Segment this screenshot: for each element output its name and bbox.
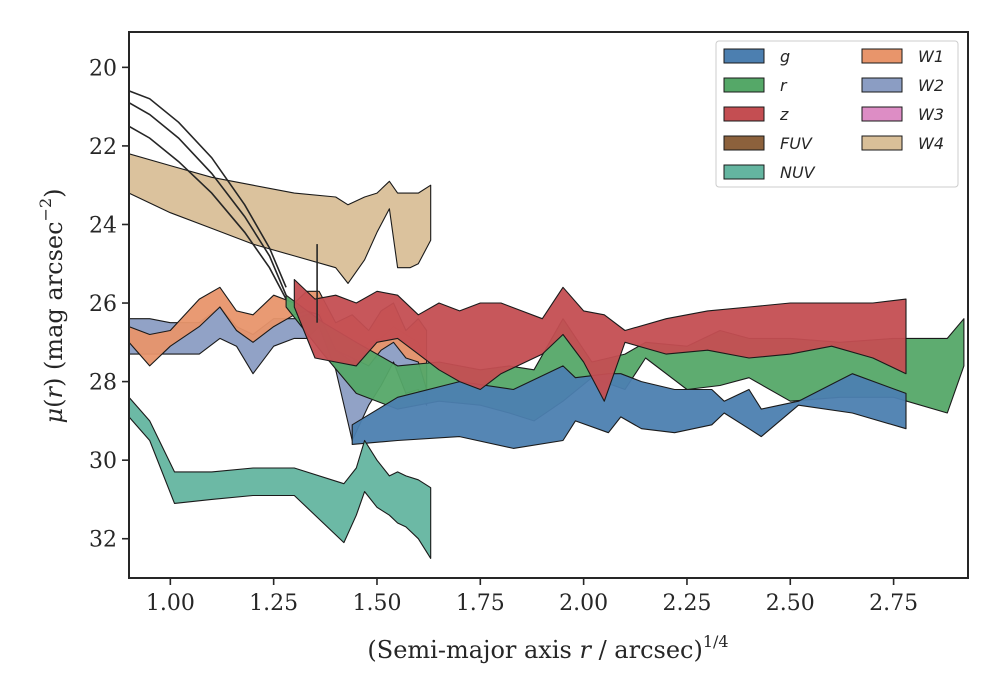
x-tick-label: 2.25: [662, 591, 711, 616]
y-tick-label: 28: [89, 371, 117, 396]
legend-swatch-w3: [861, 106, 903, 122]
y-axis-ticks: 20 22 24 26 28 30 32: [89, 56, 129, 553]
y-tick-label: 22: [89, 135, 117, 160]
legend-swatch-w1: [861, 48, 903, 64]
band-z: [293, 278, 907, 402]
legend-swatch-nuv: [723, 164, 765, 180]
model-curves: [129, 90, 318, 323]
model-curve-2: [129, 102, 287, 296]
legend-swatch-z: [723, 106, 765, 122]
x-tick-label: 2.75: [869, 591, 918, 616]
legend-label-w4: W4: [918, 134, 944, 153]
x-tick-label: 2.00: [559, 591, 608, 616]
legend-label-nuv: NUV: [780, 163, 816, 182]
legend-label-w3: W3: [918, 105, 944, 124]
x-tick-label: 1.75: [456, 591, 505, 616]
x-tick-label: 1.25: [249, 591, 298, 616]
legend-label-z: z: [779, 105, 789, 124]
legend-label-w2: W2: [918, 76, 944, 95]
legend-swatch-w2: [861, 77, 903, 93]
x-tick-label: 2.50: [766, 591, 815, 616]
x-axis-title: (Semi-major axis r / arcsec)1/4: [367, 632, 728, 664]
y-axis-title: μ(r) (mag arcsec−2): [36, 188, 68, 423]
y-tick-label: 30: [89, 449, 117, 474]
x-axis-ticks: 1.00 1.25 1.50 1.75 2.00 2.25 2.50 2.75: [146, 578, 918, 616]
plot-frame: [128, 31, 969, 579]
legend-swatch-w4: [861, 135, 903, 151]
y-tick-label: 24: [89, 213, 117, 238]
legend-swatch-r: [723, 77, 765, 93]
x-tick-label: 1.00: [146, 591, 195, 616]
x-tick-label: 1.50: [352, 591, 401, 616]
legend-label-g: g: [780, 47, 790, 66]
legend: grz FUV NUV W1 W2 W3 W4: [715, 40, 959, 188]
y-tick-label: 26: [89, 292, 117, 317]
model-curve-1: [129, 90, 287, 288]
y-tick-label: 20: [89, 56, 117, 81]
legend-swatch-fuv: [723, 135, 765, 151]
legend-swatch-g: [723, 48, 765, 64]
legend-label-w1: W1: [918, 47, 944, 66]
band-nuv: [129, 396, 432, 559]
legend-label-r: r: [780, 76, 788, 95]
legend-label-fuv: FUV: [780, 134, 813, 153]
data-bands: [129, 153, 965, 559]
y-tick-label: 32: [89, 528, 117, 553]
model-curve-3: [129, 125, 287, 300]
